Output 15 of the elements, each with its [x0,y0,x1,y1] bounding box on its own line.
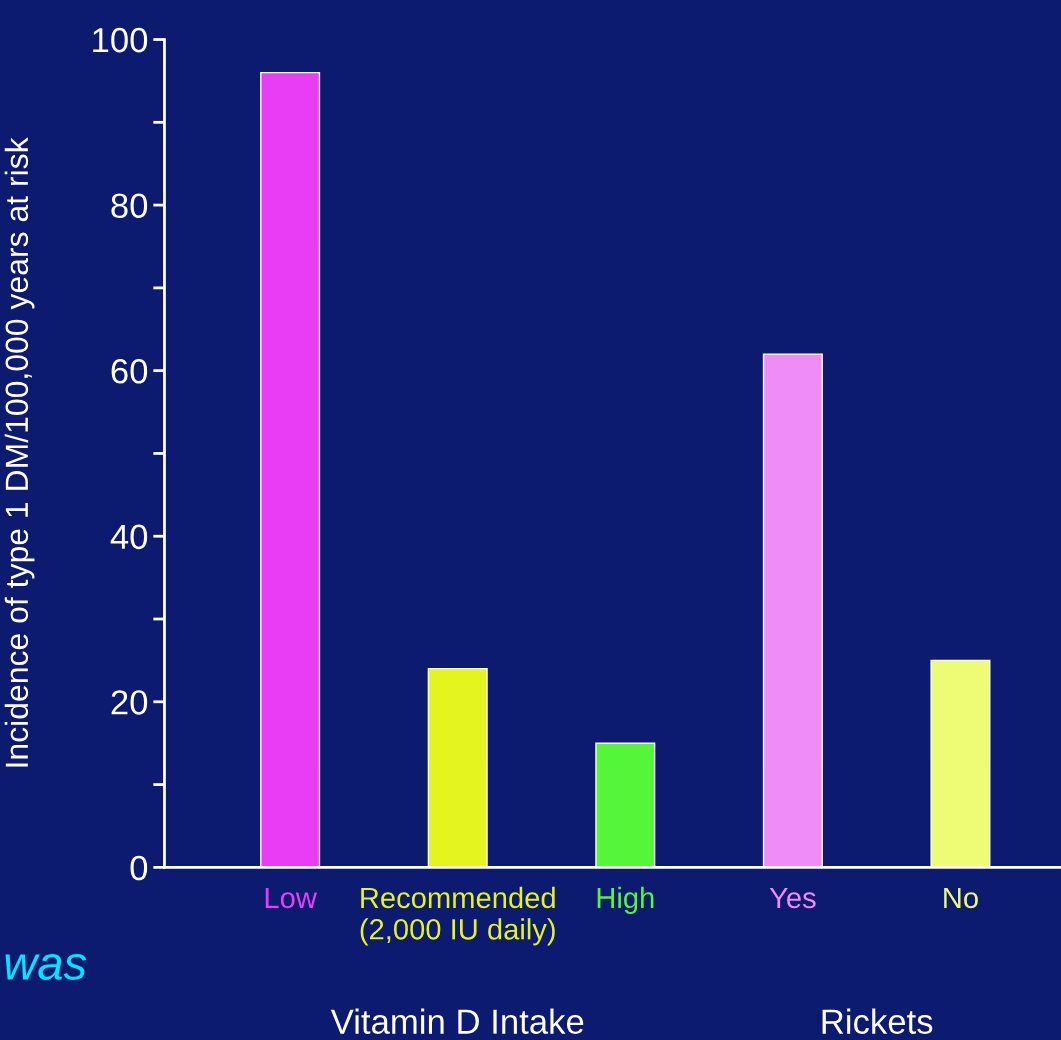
x-tick-label: Low [265,887,317,909]
y-tick-label: 0 [130,855,148,881]
x-tick-label: Recommended (2,000 IU daily) [360,886,555,946]
text: was [5,954,87,980]
x-tick-label: No [944,887,978,909]
y-tick-label: 20 [111,690,148,715]
x-tick-label: High [597,886,654,914]
x-tick-label: Yes [769,887,816,909]
y-axis-title: Incidence of type 1 DM/100,000 years at risk [4,137,35,767]
y-tick-label: 100 [93,27,148,53]
text: Rickets [822,1008,933,1034]
y-tick-label: 60 [111,358,148,384]
y-tick-label: 80 [111,193,148,219]
text: Vitamin D Intake [330,1008,584,1034]
y-tick-label: 40 [110,524,148,550]
